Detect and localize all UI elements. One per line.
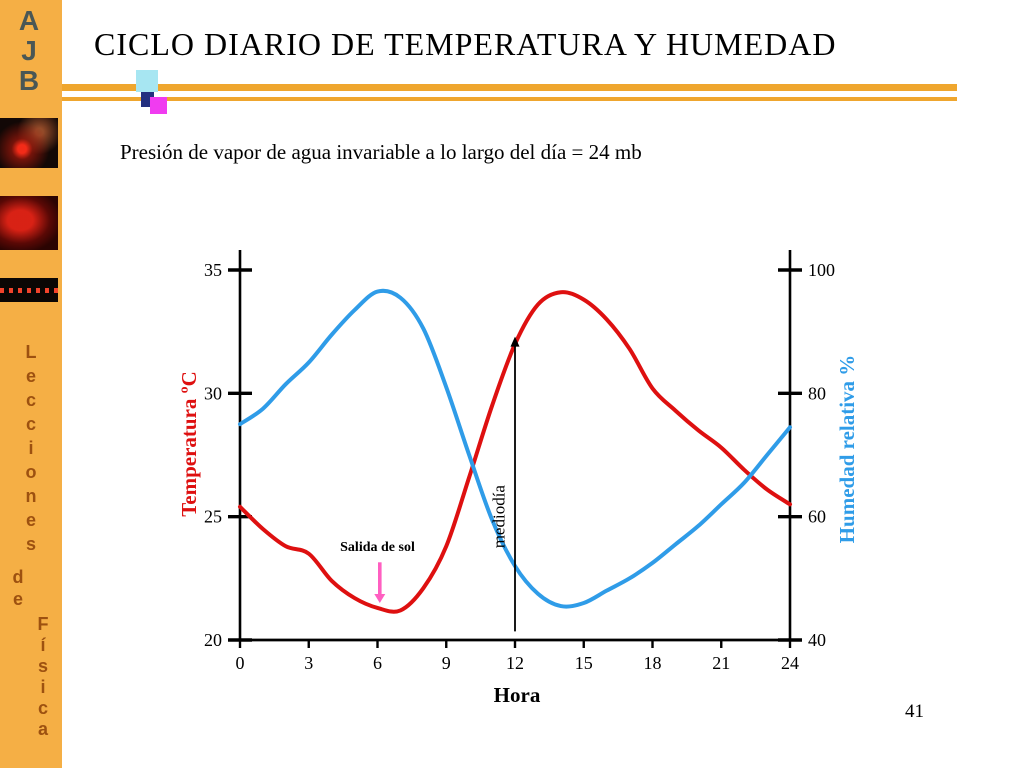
deco-square-cyan <box>136 70 158 92</box>
x-axis-tick-label: 12 <box>506 653 524 673</box>
left-axis-tick-label: 30 <box>204 383 222 403</box>
right-axis-tick-label: 40 <box>808 630 826 650</box>
sidebar-letter: L <box>25 342 37 362</box>
sidebar-letter: í <box>40 635 46 655</box>
slide-title: CICLO DIARIO DE TEMPERATURA Y HUMEDAD <box>94 26 837 62</box>
slide-subtitle: Presión de vapor de agua invariable a lo… <box>120 140 642 164</box>
divider-rule-thin <box>62 97 957 101</box>
sidebar-letter: B <box>18 65 40 96</box>
sidebar-letter: i <box>28 438 34 458</box>
sidebar-letter: s <box>25 534 36 554</box>
noon-label: mediodía <box>490 485 509 549</box>
x-axis-tick-label: 21 <box>712 653 730 673</box>
curve-temperatura <box>238 290 792 614</box>
left-axis-tick-label: 25 <box>204 507 222 527</box>
sidebar-letter: c <box>25 390 36 410</box>
divider-rule-thick <box>62 84 957 91</box>
sidebar-letter: c <box>37 698 48 718</box>
page-number: 41 <box>905 701 924 722</box>
sidebar-letter: e <box>25 510 36 530</box>
sidebar-letter: c <box>25 414 36 434</box>
x-axis-tick-label: 15 <box>575 653 593 673</box>
sidebar-letter: e <box>12 589 23 609</box>
sidebar-letter: A <box>18 5 40 36</box>
sidebar-letter: e <box>25 366 36 386</box>
x-axis-tick-label: 0 <box>236 653 245 673</box>
right-axis-tick-label: 60 <box>808 507 826 527</box>
deco-square-magenta <box>150 97 167 114</box>
sidebar-thumbnail-1 <box>0 118 58 168</box>
left-axis-tick-label: 35 <box>204 260 222 280</box>
x-axis-tick-label: 9 <box>442 653 451 673</box>
sidebar-letter: J <box>21 35 37 66</box>
sidebar-letter: a <box>37 719 48 739</box>
sidebar-letter: d <box>12 567 24 587</box>
sunrise-arrow-head <box>374 594 386 603</box>
sidebar-letter: n <box>25 486 37 506</box>
sunrise-label: Salida de sol <box>340 540 415 555</box>
x-axis-label: Hora <box>493 683 541 707</box>
x-axis-tick-label: 3 <box>304 653 313 673</box>
chart-svg: 20 25 30 35 40 60 80 100 0 3 6 9 12 15 18 21 24 Salida de… <box>204 250 835 673</box>
x-axis-tick-label: 18 <box>644 653 662 673</box>
sidebar-thumbnail-2 <box>0 196 58 250</box>
sidebar-letter: i <box>40 677 46 697</box>
noon-arrow-head <box>510 336 520 347</box>
sidebar-letter: o <box>25 462 37 482</box>
x-axis-tick-label: 6 <box>373 653 382 673</box>
sidebar-thumbnail-3 <box>0 278 58 302</box>
x-axis-tick-label: 24 <box>781 653 799 673</box>
right-axis-tick-label: 80 <box>808 383 826 403</box>
sidebar-letter: F <box>37 614 49 634</box>
sidebar-letter: s <box>37 656 48 676</box>
left-axis-tick-label: 20 <box>204 630 222 650</box>
right-axis-tick-label: 100 <box>808 260 835 280</box>
